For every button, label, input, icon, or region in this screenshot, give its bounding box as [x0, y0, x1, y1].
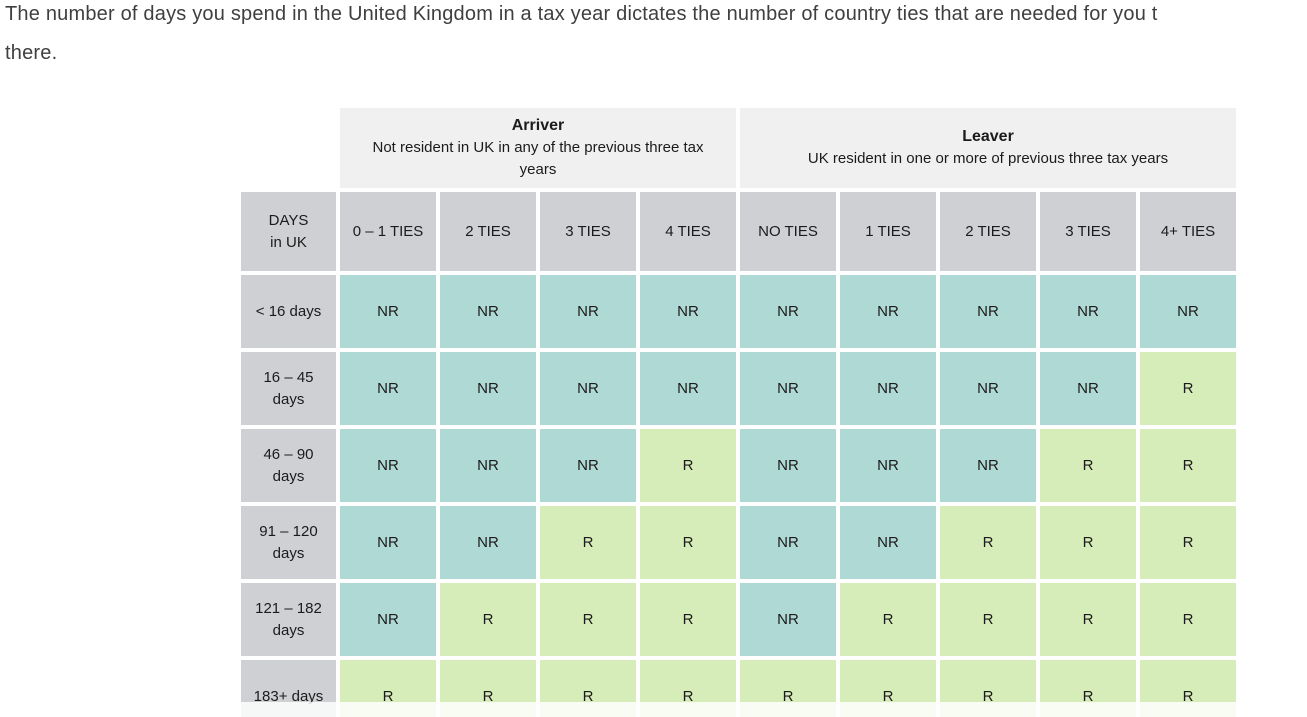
tie-cell: R: [940, 660, 1036, 717]
tie-cell: R: [1140, 429, 1236, 502]
residency-ties-table: Arriver Not resident in UK in any of the…: [241, 108, 1236, 717]
tie-cell: NR: [740, 506, 836, 579]
column-header: 3 TIES: [540, 192, 636, 271]
intro-line-2: there.: [5, 42, 58, 64]
tie-cell: R: [1140, 506, 1236, 579]
tie-cell: NR: [540, 429, 636, 502]
tie-cell: NR: [440, 352, 536, 425]
tie-cell: NR: [540, 275, 636, 348]
row-label: 46 – 90 days: [241, 429, 336, 502]
tie-cell: NR: [440, 506, 536, 579]
tie-cell: NR: [940, 352, 1036, 425]
row-label: 16 – 45 days: [241, 352, 336, 425]
tie-cell: NR: [340, 275, 436, 348]
tie-cell: R: [540, 660, 636, 717]
tie-cell: NR: [1040, 352, 1136, 425]
column-header: 4 TIES: [640, 192, 736, 271]
tie-cell: NR: [340, 352, 436, 425]
tie-cell: NR: [840, 352, 936, 425]
tie-cell: R: [440, 583, 536, 656]
tie-cell: R: [940, 583, 1036, 656]
row-label: < 16 days: [241, 275, 336, 348]
tie-cell: NR: [440, 429, 536, 502]
tie-cell: NR: [540, 352, 636, 425]
corner-spacer: [241, 108, 336, 188]
group-title: Leaver: [962, 128, 1014, 145]
tie-cell: R: [340, 660, 436, 717]
tie-cell: R: [640, 506, 736, 579]
tie-cell: R: [940, 506, 1036, 579]
tie-cell: R: [1140, 583, 1236, 656]
column-header: 0 – 1 TIES: [340, 192, 436, 271]
group-subtitle: UK resident in one or more of previous t…: [807, 150, 1169, 167]
group-subtitle: Not resident in UK in any of the previou…: [372, 139, 704, 178]
tie-cell: R: [1040, 660, 1136, 717]
tie-cell: NR: [840, 275, 936, 348]
tie-cell: R: [1040, 583, 1136, 656]
tie-cell: R: [640, 660, 736, 717]
tie-cell: R: [1140, 352, 1236, 425]
tie-cell: R: [840, 583, 936, 656]
tie-cell: NR: [740, 429, 836, 502]
tie-cell: R: [540, 583, 636, 656]
tie-cell: NR: [940, 429, 1036, 502]
column-header: NO TIES: [740, 192, 836, 271]
intro-line-1: The number of days you spend in the Unit…: [5, 3, 1158, 25]
tie-cell: NR: [640, 275, 736, 348]
intro-paragraph: The number of days you spend in the Unit…: [5, 0, 1158, 73]
tie-cell: NR: [340, 506, 436, 579]
tie-cell: NR: [840, 429, 936, 502]
tie-cell: R: [740, 660, 836, 717]
tie-cell: R: [1140, 660, 1236, 717]
tie-cell: NR: [940, 275, 1036, 348]
row-label: 183+ days: [241, 660, 336, 717]
tie-cell: R: [640, 583, 736, 656]
tie-cell: NR: [340, 429, 436, 502]
tie-cell: NR: [740, 352, 836, 425]
tie-cell: NR: [340, 583, 436, 656]
column-header: 1 TIES: [840, 192, 936, 271]
tie-cell: NR: [440, 275, 536, 348]
column-header: 4+ TIES: [1140, 192, 1236, 271]
column-header: 2 TIES: [440, 192, 536, 271]
group-header-arriver: Arriver Not resident in UK in any of the…: [340, 108, 736, 188]
tie-cell: R: [1040, 506, 1136, 579]
tie-cell: NR: [740, 275, 836, 348]
tie-cell: R: [540, 506, 636, 579]
column-header: 2 TIES: [940, 192, 1036, 271]
tie-cell: NR: [740, 583, 836, 656]
group-header-leaver: Leaver UK resident in one or more of pre…: [740, 108, 1236, 188]
tie-cell: NR: [640, 352, 736, 425]
group-title: Arriver: [511, 117, 565, 134]
tie-cell: NR: [1140, 275, 1236, 348]
tie-cell: R: [840, 660, 936, 717]
row-label: 91 – 120 days: [241, 506, 336, 579]
tie-cell: R: [640, 429, 736, 502]
row-label: 121 – 182 days: [241, 583, 336, 656]
tie-cell: NR: [1040, 275, 1136, 348]
column-header: 3 TIES: [1040, 192, 1136, 271]
tie-cell: R: [440, 660, 536, 717]
tie-cell: R: [1040, 429, 1136, 502]
tie-cell: NR: [840, 506, 936, 579]
corner-header-days-in-uk: DAYS in UK: [241, 192, 336, 271]
